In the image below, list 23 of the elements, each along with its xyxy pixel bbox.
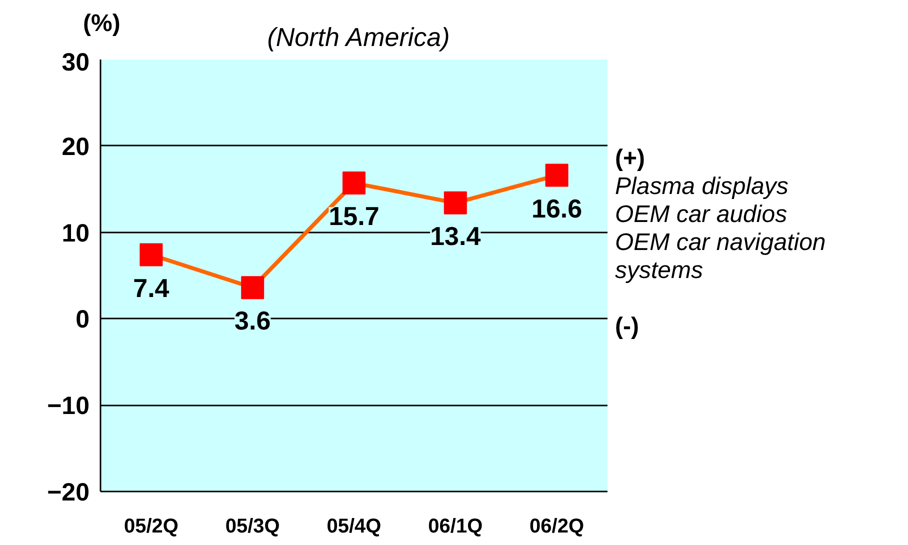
- data-label: 13.4: [430, 220, 482, 251]
- y-tick-label: −10: [47, 392, 90, 420]
- chart-title: (North America): [267, 22, 450, 52]
- y-tick-label: 20: [62, 132, 90, 161]
- text: Plasma displays: [615, 173, 790, 201]
- y-tick-label: 0: [76, 306, 90, 334]
- text: (+): [615, 145, 646, 173]
- text: OEM car audios: [615, 201, 788, 229]
- data-label: 16.6: [532, 193, 582, 224]
- y-tick-label: 30: [62, 48, 90, 76]
- text: OEM car navigation systems: [615, 229, 827, 285]
- y-axis-title: (%): [83, 9, 120, 39]
- x-tick-label: 05/4Q: [326, 516, 382, 538]
- x-tick-label: 05/2Q: [124, 516, 178, 538]
- y-tick-label: −20: [47, 478, 90, 506]
- data-label: 7.4: [133, 272, 170, 303]
- x-tick-label: 06/1Q: [428, 516, 483, 538]
- x-tick-label: 05/3Q: [225, 516, 280, 538]
- data-label: 3.6: [234, 306, 271, 336]
- x-tick-label: 06/2Q: [530, 516, 584, 538]
- text: (-): [615, 313, 640, 341]
- y-tick-label: 10: [62, 219, 90, 248]
- data-label: 15.7: [328, 201, 380, 232]
